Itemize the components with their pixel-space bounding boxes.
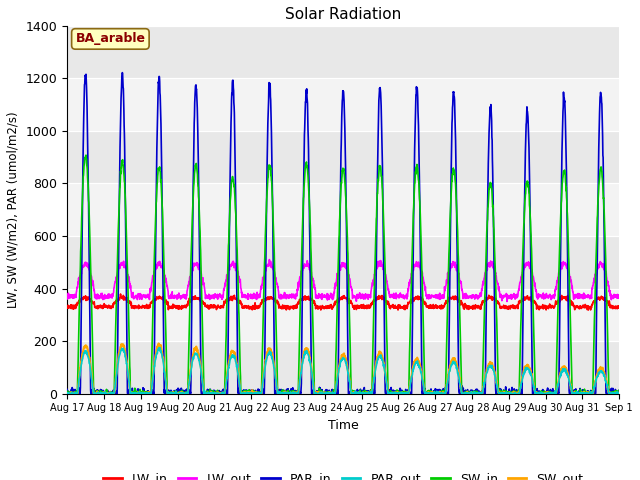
LW_in bbox=[504, 305, 511, 311]
PAR_out bbox=[218, 391, 225, 396]
Line: LW_in: LW_in bbox=[67, 294, 620, 310]
PAR_in bbox=[372, 326, 380, 332]
SW_out bbox=[218, 391, 225, 396]
PAR_in bbox=[63, 386, 71, 392]
SW_in bbox=[63, 389, 71, 395]
Y-axis label: LW, SW (W/m2), PAR (umol/m2/s): LW, SW (W/m2), PAR (umol/m2/s) bbox=[7, 111, 20, 308]
PAR_out bbox=[63, 391, 71, 396]
LW_out bbox=[217, 295, 225, 300]
SW_out bbox=[582, 390, 590, 396]
SW_out bbox=[567, 385, 575, 391]
PAR_in bbox=[616, 387, 623, 393]
SW_out bbox=[155, 340, 163, 346]
LW_out bbox=[63, 293, 71, 299]
PAR_in bbox=[504, 391, 512, 396]
LW_in bbox=[584, 307, 592, 313]
SW_in bbox=[616, 387, 623, 393]
Title: Solar Radiation: Solar Radiation bbox=[285, 7, 401, 22]
LW_out bbox=[360, 292, 367, 298]
Line: LW_out: LW_out bbox=[67, 260, 620, 301]
LW_in bbox=[371, 297, 379, 302]
Legend: LW_in, LW_out, PAR_in, PAR_out, SW_in, SW_out: LW_in, LW_out, PAR_in, PAR_out, SW_in, S… bbox=[98, 468, 588, 480]
Bar bbox=[67, 78, 620, 131]
Line: SW_in: SW_in bbox=[67, 155, 620, 394]
SW_in bbox=[64, 391, 72, 396]
SW_in bbox=[567, 335, 575, 340]
SW_in bbox=[218, 391, 225, 396]
SW_out bbox=[360, 390, 367, 396]
Line: PAR_out: PAR_out bbox=[67, 348, 620, 394]
Bar bbox=[67, 288, 620, 341]
Bar bbox=[67, 183, 620, 236]
LW_in bbox=[360, 303, 367, 309]
PAR_out bbox=[616, 391, 623, 396]
LW_out bbox=[503, 299, 511, 304]
LW_in bbox=[63, 305, 71, 311]
PAR_out bbox=[582, 391, 590, 396]
LW_out bbox=[504, 294, 512, 300]
LW_out bbox=[371, 271, 379, 276]
SW_out bbox=[371, 365, 379, 371]
PAR_out bbox=[371, 368, 379, 373]
SW_in bbox=[82, 152, 90, 158]
SW_in bbox=[504, 391, 512, 396]
PAR_in bbox=[582, 389, 590, 395]
PAR_in bbox=[218, 391, 225, 396]
X-axis label: Time: Time bbox=[328, 419, 358, 432]
LW_in bbox=[582, 304, 590, 310]
SW_in bbox=[582, 389, 590, 395]
LW_out bbox=[266, 257, 273, 263]
PAR_out bbox=[567, 384, 575, 390]
PAR_out bbox=[504, 391, 511, 396]
LW_out bbox=[567, 279, 575, 285]
SW_out bbox=[63, 391, 71, 396]
PAR_in bbox=[360, 391, 367, 396]
PAR_in bbox=[63, 391, 71, 396]
Line: SW_out: SW_out bbox=[67, 343, 620, 394]
LW_in bbox=[567, 298, 575, 303]
SW_out bbox=[504, 391, 511, 396]
LW_in bbox=[218, 305, 225, 311]
PAR_out bbox=[155, 345, 163, 350]
PAR_in bbox=[118, 70, 126, 75]
Text: BA_arable: BA_arable bbox=[76, 33, 145, 46]
PAR_in bbox=[567, 391, 575, 396]
LW_in bbox=[116, 291, 124, 297]
LW_in bbox=[616, 304, 623, 310]
PAR_out bbox=[360, 391, 367, 396]
SW_out bbox=[616, 391, 623, 396]
Line: PAR_in: PAR_in bbox=[67, 72, 620, 394]
LW_out bbox=[616, 294, 623, 300]
SW_in bbox=[372, 242, 380, 248]
SW_in bbox=[360, 391, 367, 396]
LW_out bbox=[582, 294, 590, 300]
